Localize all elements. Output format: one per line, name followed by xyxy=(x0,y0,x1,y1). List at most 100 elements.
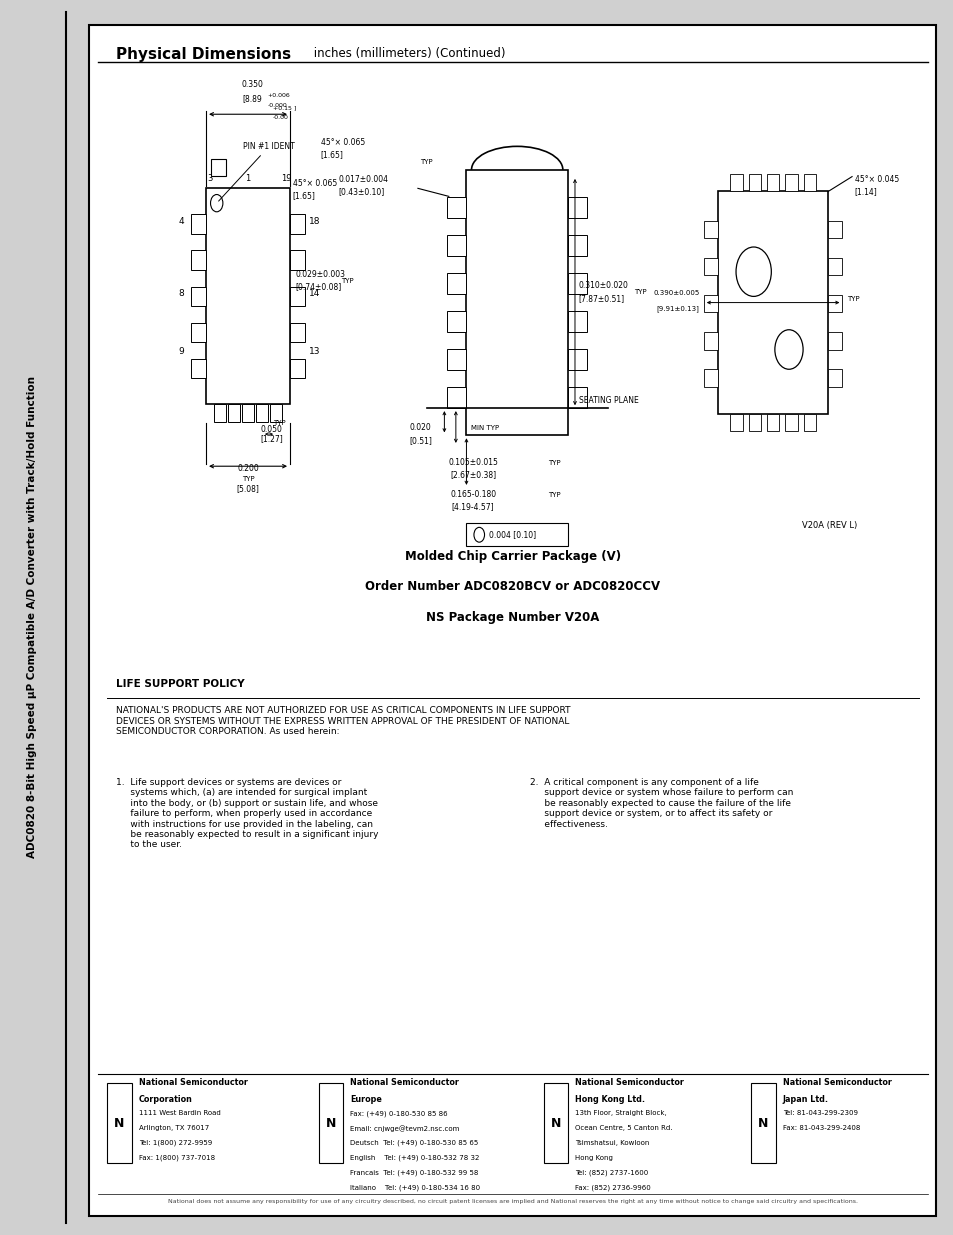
Text: PIN #1 IDENT: PIN #1 IDENT xyxy=(218,142,294,201)
Text: 9: 9 xyxy=(178,347,184,356)
Text: N: N xyxy=(550,1118,560,1130)
Text: -0.000: -0.000 xyxy=(267,103,287,107)
Text: N: N xyxy=(758,1118,768,1130)
Bar xyxy=(703,221,718,238)
Text: 45°× 0.045: 45°× 0.045 xyxy=(854,174,898,184)
Text: 0.017±0.004: 0.017±0.004 xyxy=(338,175,388,184)
Bar xyxy=(729,414,741,431)
Text: 13: 13 xyxy=(309,347,320,356)
Text: [4.19-4.57]: [4.19-4.57] xyxy=(452,503,494,511)
Bar xyxy=(211,159,226,175)
Bar xyxy=(827,221,841,238)
Text: SEATING PLANE: SEATING PLANE xyxy=(578,396,638,405)
Bar xyxy=(827,369,841,387)
Bar xyxy=(703,258,718,275)
Text: TYP: TYP xyxy=(547,459,560,466)
Text: 8: 8 xyxy=(178,289,184,299)
Text: 0.310±0.020: 0.310±0.020 xyxy=(578,280,628,290)
Bar xyxy=(543,1083,568,1163)
Text: [1.65]: [1.65] xyxy=(293,191,315,200)
Text: 45°× 0.065: 45°× 0.065 xyxy=(320,138,365,147)
Bar xyxy=(290,358,305,378)
Bar xyxy=(465,524,568,546)
Text: Tel: (852) 2737-1600: Tel: (852) 2737-1600 xyxy=(575,1170,648,1176)
Text: 13th Floor, Straight Block,: 13th Floor, Straight Block, xyxy=(575,1110,666,1116)
Text: Deutsch  Tel: (+49) 0-180-530 85 65: Deutsch Tel: (+49) 0-180-530 85 65 xyxy=(350,1140,478,1146)
Circle shape xyxy=(211,195,223,212)
Text: N: N xyxy=(114,1118,124,1130)
Text: Italiano    Tel: (+49) 0-180-534 16 80: Italiano Tel: (+49) 0-180-534 16 80 xyxy=(350,1184,480,1191)
Text: MIN TYP: MIN TYP xyxy=(471,425,498,431)
Text: -0.00: -0.00 xyxy=(273,115,289,120)
Text: V20A (REV L): V20A (REV L) xyxy=(801,521,856,530)
Text: [8.89: [8.89 xyxy=(242,94,262,103)
Text: Order Number ADC0820BCV or ADC0820CCV: Order Number ADC0820BCV or ADC0820CCV xyxy=(365,580,659,594)
Text: National Semiconductor: National Semiconductor xyxy=(350,1078,458,1087)
Text: N: N xyxy=(326,1118,335,1130)
Text: 2.  A critical component is any component of a life
     support device or syste: 2. A critical component is any component… xyxy=(530,778,793,829)
Text: 19: 19 xyxy=(281,174,292,183)
Bar xyxy=(191,251,206,270)
Bar xyxy=(567,273,587,294)
Text: 0.004 [0.10]: 0.004 [0.10] xyxy=(489,530,536,540)
Bar xyxy=(567,350,587,370)
Bar xyxy=(290,251,305,270)
Bar xyxy=(784,414,797,431)
Bar xyxy=(255,405,268,422)
Bar xyxy=(784,174,797,191)
Text: 0.050: 0.050 xyxy=(260,425,282,433)
Text: TYP: TYP xyxy=(341,278,354,284)
Text: Fax: (+49) 0-180-530 85 86: Fax: (+49) 0-180-530 85 86 xyxy=(350,1110,448,1116)
Text: Japan Ltd.: Japan Ltd. xyxy=(782,1095,828,1104)
Bar xyxy=(766,414,779,431)
Text: 4: 4 xyxy=(178,217,184,226)
Text: inches (millimeters) (Continued): inches (millimeters) (Continued) xyxy=(310,47,505,61)
Bar xyxy=(447,350,466,370)
Text: [1.65]: [1.65] xyxy=(320,151,343,159)
Text: 0.029±0.003: 0.029±0.003 xyxy=(294,269,345,279)
Text: 0.105±0.015: 0.105±0.015 xyxy=(448,458,497,467)
Text: TYP: TYP xyxy=(241,475,254,482)
Text: [1.27]: [1.27] xyxy=(260,435,283,443)
Text: Fax: 81-043-299-2408: Fax: 81-043-299-2408 xyxy=(782,1125,860,1131)
Bar xyxy=(206,189,290,405)
Text: National does not assume any responsibility for use of any circuitry described, : National does not assume any responsibil… xyxy=(168,1199,857,1204)
Text: 0.165-0.180: 0.165-0.180 xyxy=(450,490,496,499)
Bar xyxy=(290,287,305,306)
Text: [0.43±0.10]: [0.43±0.10] xyxy=(338,188,384,196)
Text: 0.200: 0.200 xyxy=(237,464,258,473)
Text: NATIONAL'S PRODUCTS ARE NOT AUTHORIZED FOR USE AS CRITICAL COMPONENTS IN LIFE SU: NATIONAL'S PRODUCTS ARE NOT AUTHORIZED F… xyxy=(115,706,570,736)
Text: [7.87±0.51]: [7.87±0.51] xyxy=(578,294,624,304)
Text: 0.020: 0.020 xyxy=(409,424,431,432)
Text: Tel: 81-043-299-2309: Tel: 81-043-299-2309 xyxy=(782,1110,857,1116)
Text: Europe: Europe xyxy=(350,1095,382,1104)
Text: 0.390±0.005: 0.390±0.005 xyxy=(653,290,699,296)
Text: [5.08]: [5.08] xyxy=(236,484,259,493)
Bar xyxy=(802,174,815,191)
Text: TYP: TYP xyxy=(634,289,646,295)
Text: Tsimshatsui, Kowloon: Tsimshatsui, Kowloon xyxy=(575,1140,649,1146)
Text: 3: 3 xyxy=(207,174,213,183)
Text: Fax: (852) 2736-9960: Fax: (852) 2736-9960 xyxy=(575,1184,651,1191)
Text: Physical Dimensions: Physical Dimensions xyxy=(115,47,291,62)
Bar xyxy=(228,405,240,422)
Text: 1: 1 xyxy=(245,174,251,183)
Circle shape xyxy=(736,247,771,296)
Text: 1.  Life support devices or systems are devices or
     systems which, (a) are i: 1. Life support devices or systems are d… xyxy=(115,778,377,850)
Text: Ocean Centre, 5 Canton Rd.: Ocean Centre, 5 Canton Rd. xyxy=(575,1125,672,1131)
Text: National Semiconductor: National Semiconductor xyxy=(138,1078,247,1087)
Text: 18: 18 xyxy=(309,217,320,226)
Text: NS Package Number V20A: NS Package Number V20A xyxy=(426,611,598,625)
Bar xyxy=(827,332,841,350)
Bar xyxy=(242,405,253,422)
Text: [9.91±0.13]: [9.91±0.13] xyxy=(656,305,699,311)
Bar xyxy=(766,174,779,191)
Text: 45°× 0.065: 45°× 0.065 xyxy=(293,179,336,188)
Text: TYP: TYP xyxy=(547,492,560,498)
Bar xyxy=(567,311,587,332)
Bar xyxy=(447,235,466,256)
Text: Hong Kong: Hong Kong xyxy=(575,1155,613,1161)
Bar xyxy=(191,287,206,306)
Bar xyxy=(191,215,206,235)
Text: Corporation: Corporation xyxy=(138,1095,193,1104)
